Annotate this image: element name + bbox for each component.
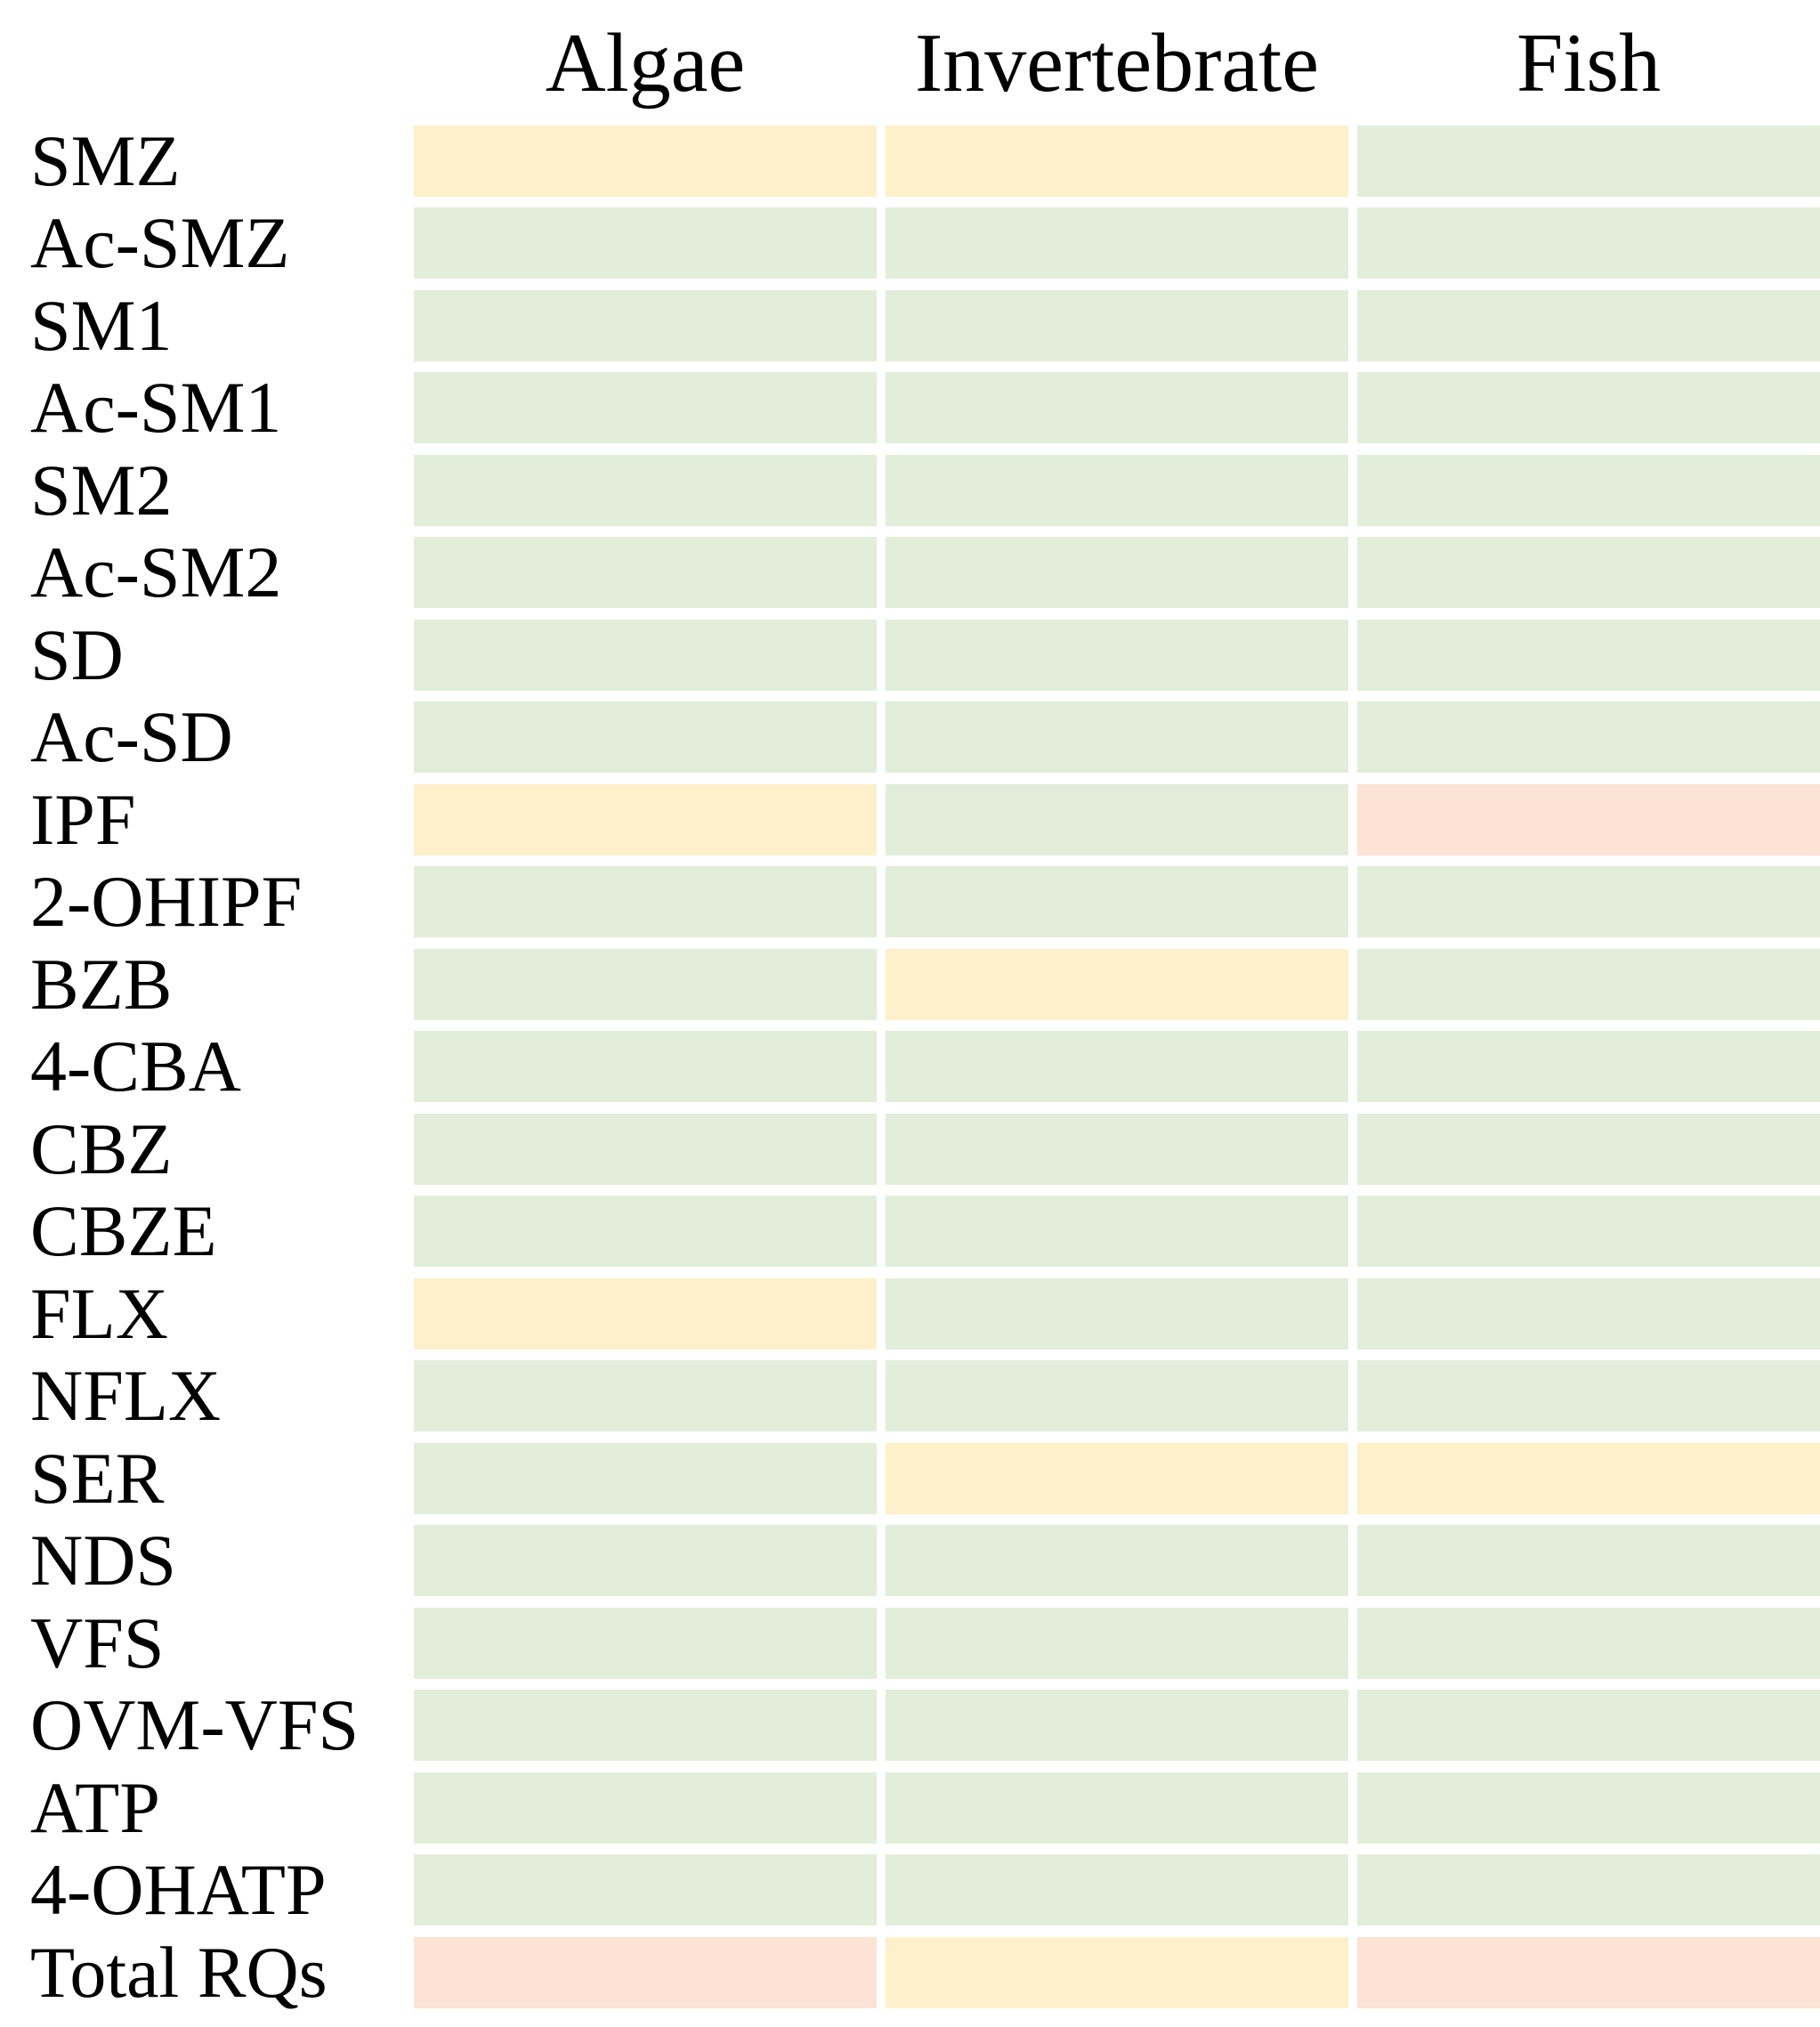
row-label-sm2: SM2	[0, 453, 405, 526]
cell-4-cba-fish	[1357, 1031, 1820, 1102]
cell-flx-fish	[1357, 1277, 1820, 1350]
cell-sm1-fish	[1357, 289, 1820, 361]
cell-ipf-invertebrate	[886, 783, 1348, 855]
cell-sm2-algae	[414, 454, 877, 526]
cell-ipf-fish	[1357, 783, 1820, 855]
cell-ac-sm2-invertebrate	[886, 537, 1348, 608]
corner-cell	[0, 4, 405, 114]
cell-atp-invertebrate	[886, 1772, 1348, 1844]
cell-cbz-fish	[1357, 1113, 1820, 1185]
row-label-4-ohatp: 4-OHATP	[0, 1853, 405, 1926]
row-label-total-rqs: Total RQs	[0, 1935, 405, 2008]
cell-nds-algae	[414, 1525, 877, 1596]
row-label-vfs: VFS	[0, 1606, 405, 1679]
cell-2-ohipf-algae	[414, 866, 877, 937]
cell-2-ohipf-invertebrate	[886, 866, 1348, 937]
cell-smz-algae	[414, 125, 877, 197]
cell-total-rqs-fish	[1357, 1936, 1820, 2008]
cell-cbze-invertebrate	[886, 1196, 1348, 1267]
cell-nflx-fish	[1357, 1360, 1820, 1431]
row-label-2-ohipf: 2-OHIPF	[0, 865, 405, 938]
row-label-smz: SMZ	[0, 124, 405, 197]
row-label-sd: SD	[0, 618, 405, 691]
cell-atp-fish	[1357, 1772, 1820, 1844]
cell-sm2-invertebrate	[886, 454, 1348, 526]
cell-4-cba-algae	[414, 1031, 877, 1102]
row-label-flx: FLX	[0, 1277, 405, 1350]
cell-cbze-algae	[414, 1196, 877, 1267]
cell-2-ohipf-fish	[1357, 866, 1820, 937]
cell-cbze-fish	[1357, 1196, 1820, 1267]
row-label-ser: SER	[0, 1441, 405, 1514]
row-label-nds: NDS	[0, 1524, 405, 1597]
cell-ac-smz-invertebrate	[886, 207, 1348, 279]
row-label-ac-sm1: Ac-SM1	[0, 371, 405, 444]
cell-ac-sm1-invertebrate	[886, 372, 1348, 443]
cell-4-ohatp-fish	[1357, 1854, 1820, 1926]
column-header-fish: Fish	[1357, 4, 1820, 114]
cell-sm1-invertebrate	[886, 289, 1348, 361]
cell-vfs-fish	[1357, 1607, 1820, 1679]
row-label-ac-sd: Ac-SD	[0, 701, 405, 774]
row-label-ac-smz: Ac-SMZ	[0, 207, 405, 280]
cell-ac-smz-fish	[1357, 207, 1820, 279]
row-label-cbze: CBZE	[0, 1195, 405, 1268]
column-header-invertebrate: Invertebrate	[886, 4, 1348, 114]
cell-sd-fish	[1357, 619, 1820, 691]
cell-smz-fish	[1357, 125, 1820, 197]
cell-bzb-algae	[414, 948, 877, 1020]
cell-ser-invertebrate	[886, 1442, 1348, 1514]
cell-smz-invertebrate	[886, 125, 1348, 197]
cell-ac-sm2-algae	[414, 537, 877, 608]
cell-bzb-invertebrate	[886, 948, 1348, 1020]
cell-4-ohatp-algae	[414, 1854, 877, 1926]
cell-ac-smz-algae	[414, 207, 877, 279]
row-label-atp: ATP	[0, 1771, 405, 1844]
cell-ipf-algae	[414, 783, 877, 855]
cell-cbz-algae	[414, 1113, 877, 1185]
cell-ac-sd-algae	[414, 701, 877, 773]
cell-bzb-fish	[1357, 948, 1820, 1020]
cell-nflx-algae	[414, 1360, 877, 1431]
row-label-ipf: IPF	[0, 782, 405, 855]
row-label-nflx: NFLX	[0, 1359, 405, 1432]
cell-ser-fish	[1357, 1442, 1820, 1514]
cell-ser-algae	[414, 1442, 877, 1514]
cell-ac-sd-invertebrate	[886, 701, 1348, 773]
column-header-algae: Algae	[414, 4, 877, 114]
row-label-4-cba: 4-CBA	[0, 1030, 405, 1103]
cell-sd-algae	[414, 619, 877, 691]
cell-flx-algae	[414, 1277, 877, 1350]
cell-total-rqs-algae	[414, 1936, 877, 2008]
cell-vfs-invertebrate	[886, 1607, 1348, 1679]
cell-sm1-algae	[414, 289, 877, 361]
cell-sd-invertebrate	[886, 619, 1348, 691]
cell-flx-invertebrate	[886, 1277, 1348, 1350]
row-label-ovm-vfs: OVM-VFS	[0, 1689, 405, 1762]
cell-nflx-invertebrate	[886, 1360, 1348, 1431]
cell-ovm-vfs-algae	[414, 1690, 877, 1761]
cell-total-rqs-invertebrate	[886, 1936, 1348, 2008]
cell-ovm-vfs-fish	[1357, 1690, 1820, 1761]
row-label-bzb: BZB	[0, 947, 405, 1020]
row-label-ac-sm2: Ac-SM2	[0, 536, 405, 609]
row-label-sm1: SM1	[0, 288, 405, 361]
cell-ac-sm2-fish	[1357, 537, 1820, 608]
cell-ac-sm1-algae	[414, 372, 877, 443]
cell-ac-sm1-fish	[1357, 372, 1820, 443]
cell-cbz-invertebrate	[886, 1113, 1348, 1185]
cell-4-cba-invertebrate	[886, 1031, 1348, 1102]
cell-sm2-fish	[1357, 454, 1820, 526]
cell-nds-fish	[1357, 1525, 1820, 1596]
cell-nds-invertebrate	[886, 1525, 1348, 1596]
cell-ovm-vfs-invertebrate	[886, 1690, 1348, 1761]
cell-vfs-algae	[414, 1607, 877, 1679]
cell-4-ohatp-invertebrate	[886, 1854, 1348, 1926]
cell-atp-algae	[414, 1772, 877, 1844]
cell-ac-sd-fish	[1357, 701, 1820, 773]
row-label-cbz: CBZ	[0, 1112, 405, 1185]
